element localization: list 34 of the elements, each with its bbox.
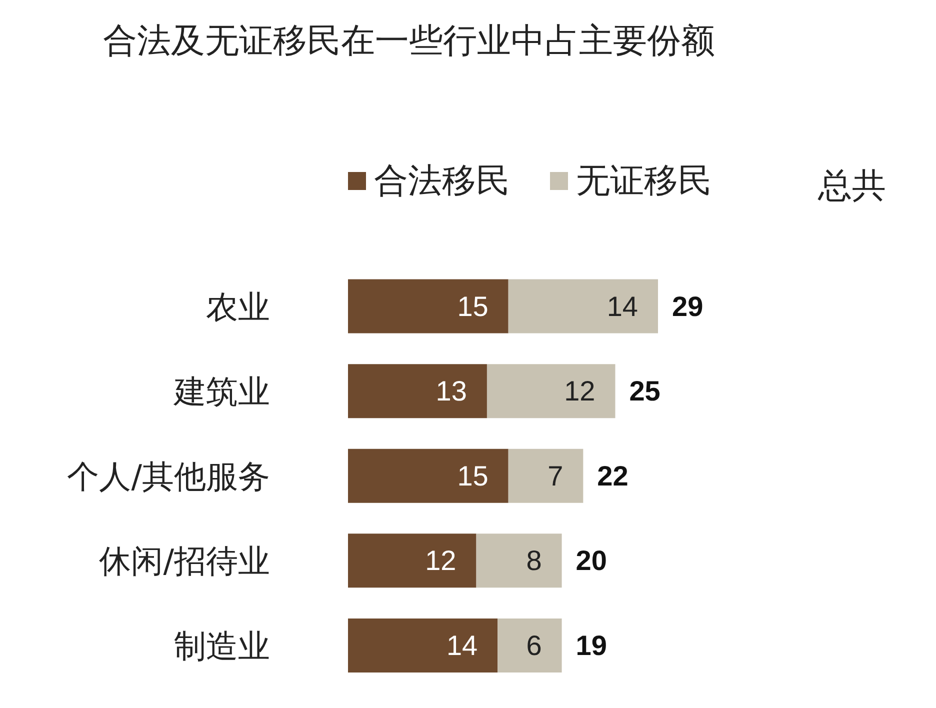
bar xyxy=(348,618,498,672)
data-label: 7 xyxy=(548,460,564,492)
total-label: 25 xyxy=(629,376,660,407)
data-label: 13 xyxy=(436,376,467,407)
y-tick-label: 农业 xyxy=(206,288,270,326)
bar xyxy=(348,448,508,503)
bar xyxy=(348,279,508,334)
data-label: 15 xyxy=(457,290,488,322)
data-label: 14 xyxy=(446,630,478,661)
bar xyxy=(508,448,584,503)
bar xyxy=(498,618,562,672)
total-label: 29 xyxy=(672,290,704,322)
data-label: 14 xyxy=(606,290,638,322)
data-label: 12 xyxy=(564,376,596,407)
legend-label: 合法移民 xyxy=(373,160,510,203)
bar xyxy=(348,364,487,418)
chart-title: 合法及无证移民在一些行业中占主要份额 xyxy=(103,20,715,63)
y-tick-label: 个人/其他服务 xyxy=(67,457,270,496)
y-tick-label: 建筑业 xyxy=(173,372,270,411)
text: 总共 xyxy=(818,165,886,208)
legend-label: 无证移民 xyxy=(575,160,712,203)
total-label: 19 xyxy=(576,630,607,661)
total-label: 20 xyxy=(576,545,607,576)
y-tick-label: 制造业 xyxy=(174,626,270,665)
data-label: 6 xyxy=(526,630,542,661)
data-label: 8 xyxy=(526,545,542,576)
bar xyxy=(348,534,476,588)
bar xyxy=(486,364,616,418)
bar xyxy=(476,534,562,588)
y-tick-label: 休闲/招待业 xyxy=(99,542,270,580)
bar xyxy=(508,279,658,334)
data-label: 15 xyxy=(457,460,488,492)
data-label: 12 xyxy=(425,545,456,576)
total-label: 22 xyxy=(597,460,628,492)
